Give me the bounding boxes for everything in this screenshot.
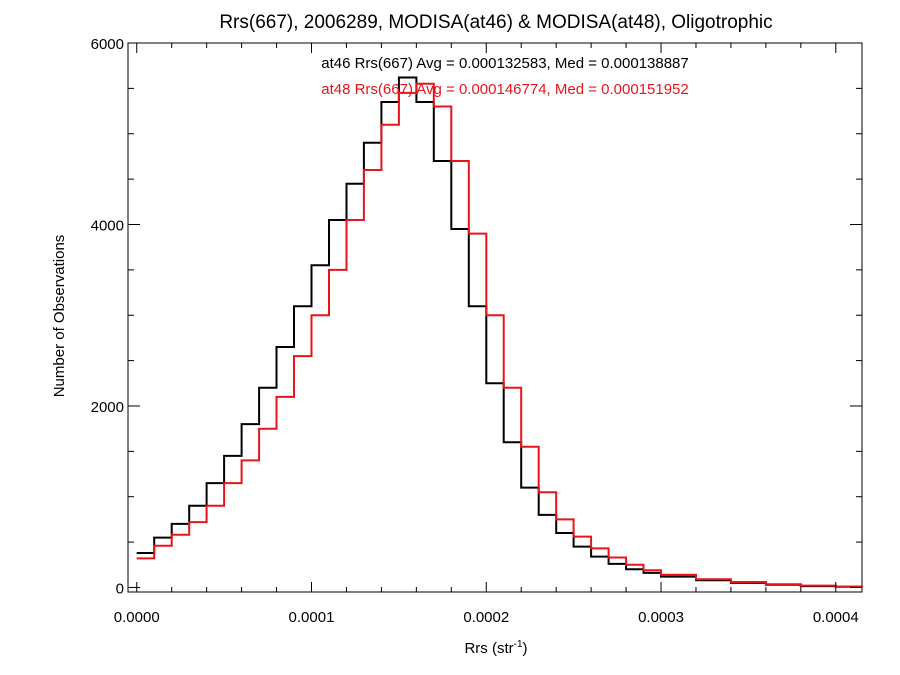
at48-stats-annotation: at48 Rrs(667) Avg = 0.000146774, Med = 0… bbox=[321, 81, 689, 98]
chart-title: Rrs(667), 2006289, MODISA(at46) & MODISA… bbox=[219, 12, 772, 33]
y-axis-label: Number of Observations bbox=[51, 235, 68, 398]
axes: 0.0000 0.0001 0.0002 0.0003 0.0004 0 2000 4000 6… bbox=[91, 36, 862, 626]
x-tick-label: 0.0004 bbox=[813, 609, 859, 626]
x-tick-label: 0.0000 bbox=[114, 609, 160, 626]
y-tick-label: 0 bbox=[116, 580, 124, 597]
y-tick-label: 4000 bbox=[91, 217, 124, 234]
x-tick-label: 0.0003 bbox=[638, 609, 684, 626]
series-at46-line bbox=[136, 76, 863, 588]
y-tick-label: 6000 bbox=[91, 36, 124, 53]
plot-frame bbox=[127, 42, 863, 593]
x-axis-label-close: ) bbox=[523, 640, 528, 657]
x-axis-label-main: Rrs (str bbox=[464, 640, 513, 657]
x-axis-label-superscript: -1 bbox=[514, 639, 523, 650]
x-tick-label: 0.0001 bbox=[289, 609, 335, 626]
series-group bbox=[136, 76, 863, 588]
plot-area bbox=[127, 42, 863, 593]
x-tick-label: 0.0002 bbox=[463, 609, 509, 626]
series-at48-line bbox=[136, 82, 863, 588]
x-axis-label: Rrs (str-1) bbox=[464, 639, 527, 657]
at46-stats-annotation: at46 Rrs(667) Avg = 0.000132583, Med = 0… bbox=[321, 55, 689, 72]
y-tick-label: 2000 bbox=[91, 399, 124, 416]
